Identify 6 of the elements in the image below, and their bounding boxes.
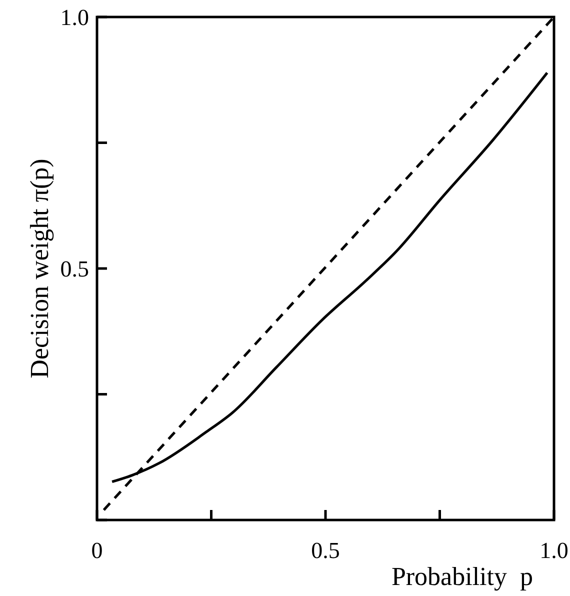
y-axis-title: Decision weight π(p) <box>25 158 54 378</box>
x-axis-title: Probability p <box>391 562 533 591</box>
x-tick-label: 0 <box>91 538 103 563</box>
x-tick-label: 0.5 <box>311 538 340 563</box>
line-series <box>110 72 548 484</box>
x-tick-label: 1.0 <box>540 538 568 563</box>
